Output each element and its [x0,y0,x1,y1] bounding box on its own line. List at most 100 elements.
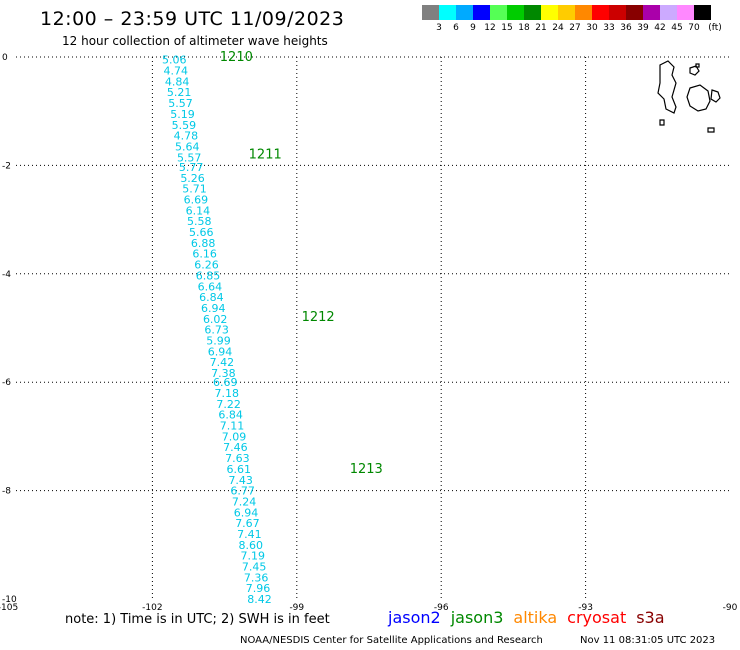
wave-height-value: 7.19 [240,550,265,563]
wave-height-value: 6.88 [191,237,216,250]
wave-height-value: 6.16 [192,248,217,261]
axis-tick-labels: -105 -102 -99 -96 -93 -90 0 -2 -4 -6 -8 -10 [0,53,738,613]
colorbar-label: 24 [552,23,564,33]
y-tick-label: -4 [2,270,11,280]
colorbar-swatch [422,5,439,20]
colorbar-label: 36 [620,23,632,33]
colorbar-label: 42 [654,23,666,33]
wave-height-value: 4.74 [163,65,188,78]
wave-height-value: 5.77 [179,161,204,174]
grid-lines [16,56,730,599]
wave-height-value: 5.06 [162,54,187,67]
wave-height-value: 6.26 [194,259,219,272]
colorbar-label: 15 [501,23,513,33]
wave-height-value: 7.41 [237,528,262,541]
y-tick-label: -6 [2,378,11,388]
wave-height-value: 6.02 [203,313,228,326]
colorbar-swatch [541,5,558,20]
colorbar-label: 9 [470,23,476,33]
wave-height-value: 4.84 [165,75,190,88]
wave-height-value: 5.66 [189,226,214,239]
colorbar-swatch [558,5,575,20]
swh-colorbar: 3 6 9 12 15 18 21 24 27 30 33 36 39 42 45 70 (ft) [422,5,728,35]
colorbar-swatch [490,5,507,20]
wave-height-value: 6.69 [184,194,209,207]
colorbar-label: 18 [518,23,530,33]
footer-timestamp: Nov 11 08:31:05 UTC 2023 [580,635,716,646]
footer-credit: NOAA/NESDIS Center for Satellite Applica… [240,635,543,646]
wave-height-value: 6.61 [227,463,252,476]
colorbar-label: 30 [586,23,598,33]
colorbar-swatch [609,5,626,20]
island-san-cristobal [710,89,721,103]
wave-height-value: 5.19 [170,108,195,121]
colorbar-label: 70 [688,23,700,33]
wave-height-value: 7.22 [216,398,241,411]
wave-height-value: 5.71 [182,183,207,196]
satellite-legend-item: altika [513,608,558,627]
wave-height-value: 7.43 [228,474,253,487]
wave-height-value: 7.36 [244,571,269,584]
satellite-legend-item: jason2 [388,608,441,627]
x-tick-label: -105 [0,603,18,613]
wave-height-value: 5.26 [180,172,205,185]
x-tick-label: -96 [434,603,449,613]
wave-height-value: 6.14 [186,204,211,217]
wave-height-value: 6.84 [218,409,243,422]
wave-height-value: 5.59 [172,119,197,132]
colorbar-label: 39 [637,23,649,33]
wave-height-value: 7.24 [232,495,257,508]
wave-height-value: 5.64 [175,140,200,153]
colorbar-swatch [575,5,592,20]
colorbar-swatch [439,5,456,20]
colorbar-label: 3 [436,23,442,33]
wave-height-value: 7.42 [210,356,235,369]
satellite-legend-item: jason3 [450,608,504,627]
y-tick-label: -10 [2,595,17,605]
colorbar-label: 6 [453,23,459,33]
x-tick-label: -90 [723,603,738,613]
wave-height-value: 5.57 [177,151,202,164]
wave-height-value: 6.77 [230,485,255,498]
satellite-legend-item: cryosat [567,608,627,627]
colorbar-label: 45 [671,23,683,33]
island-espanola [707,127,715,133]
island-santiago [689,65,700,76]
island-isabela [657,60,677,114]
wave-height-value: 7.11 [220,420,245,433]
wave-height-value: 5.99 [206,334,231,347]
wave-height-value: 5.21 [167,86,192,99]
time-label: 1211 [249,148,282,163]
colorbar-swatch [456,5,473,20]
wave-height-value: 8.42 [247,593,271,606]
satellite-legend-item: s3a [636,608,665,627]
y-tick-label: 0 [2,53,8,63]
footer-note: note: 1) Time is in UTC; 2) SWH is in fe… [65,612,330,627]
y-tick-label: -8 [2,487,11,497]
wave-height-value: 6.94 [234,506,259,519]
colorbar-swatch [473,5,490,20]
wave-height-value: 6.94 [208,345,233,358]
wave-height-value: 4.78 [174,130,199,143]
wave-height-value: 6.94 [201,302,226,315]
colorbar-label: 12 [484,23,496,33]
wave-height-value: 7.67 [235,517,260,530]
colorbar-swatch [643,5,660,20]
y-tick-label: -2 [2,161,11,171]
colorbar-swatch [626,5,643,20]
colorbar-label: 33 [603,23,615,33]
wave-height-value: 8.60 [239,539,263,552]
colorbar-swatch [592,5,609,20]
wave-height-labels: 5.064.744.845.215.575.195.594.785.645.57… [162,54,272,606]
island-santa-cruz [686,84,711,112]
colorbar-swatch [677,5,694,20]
x-tick-label: -102 [142,603,162,613]
colorbar-swatch [694,5,711,20]
wave-height-value: 6.64 [198,280,223,293]
island-genovesa [695,63,700,68]
colorbar-swatch [524,5,541,20]
wave-height-value: 5.58 [187,215,212,228]
colorbar-swatch [507,5,524,20]
chart-title: 12:00 – 23:59 UTC 11/09/2023 [40,8,345,30]
